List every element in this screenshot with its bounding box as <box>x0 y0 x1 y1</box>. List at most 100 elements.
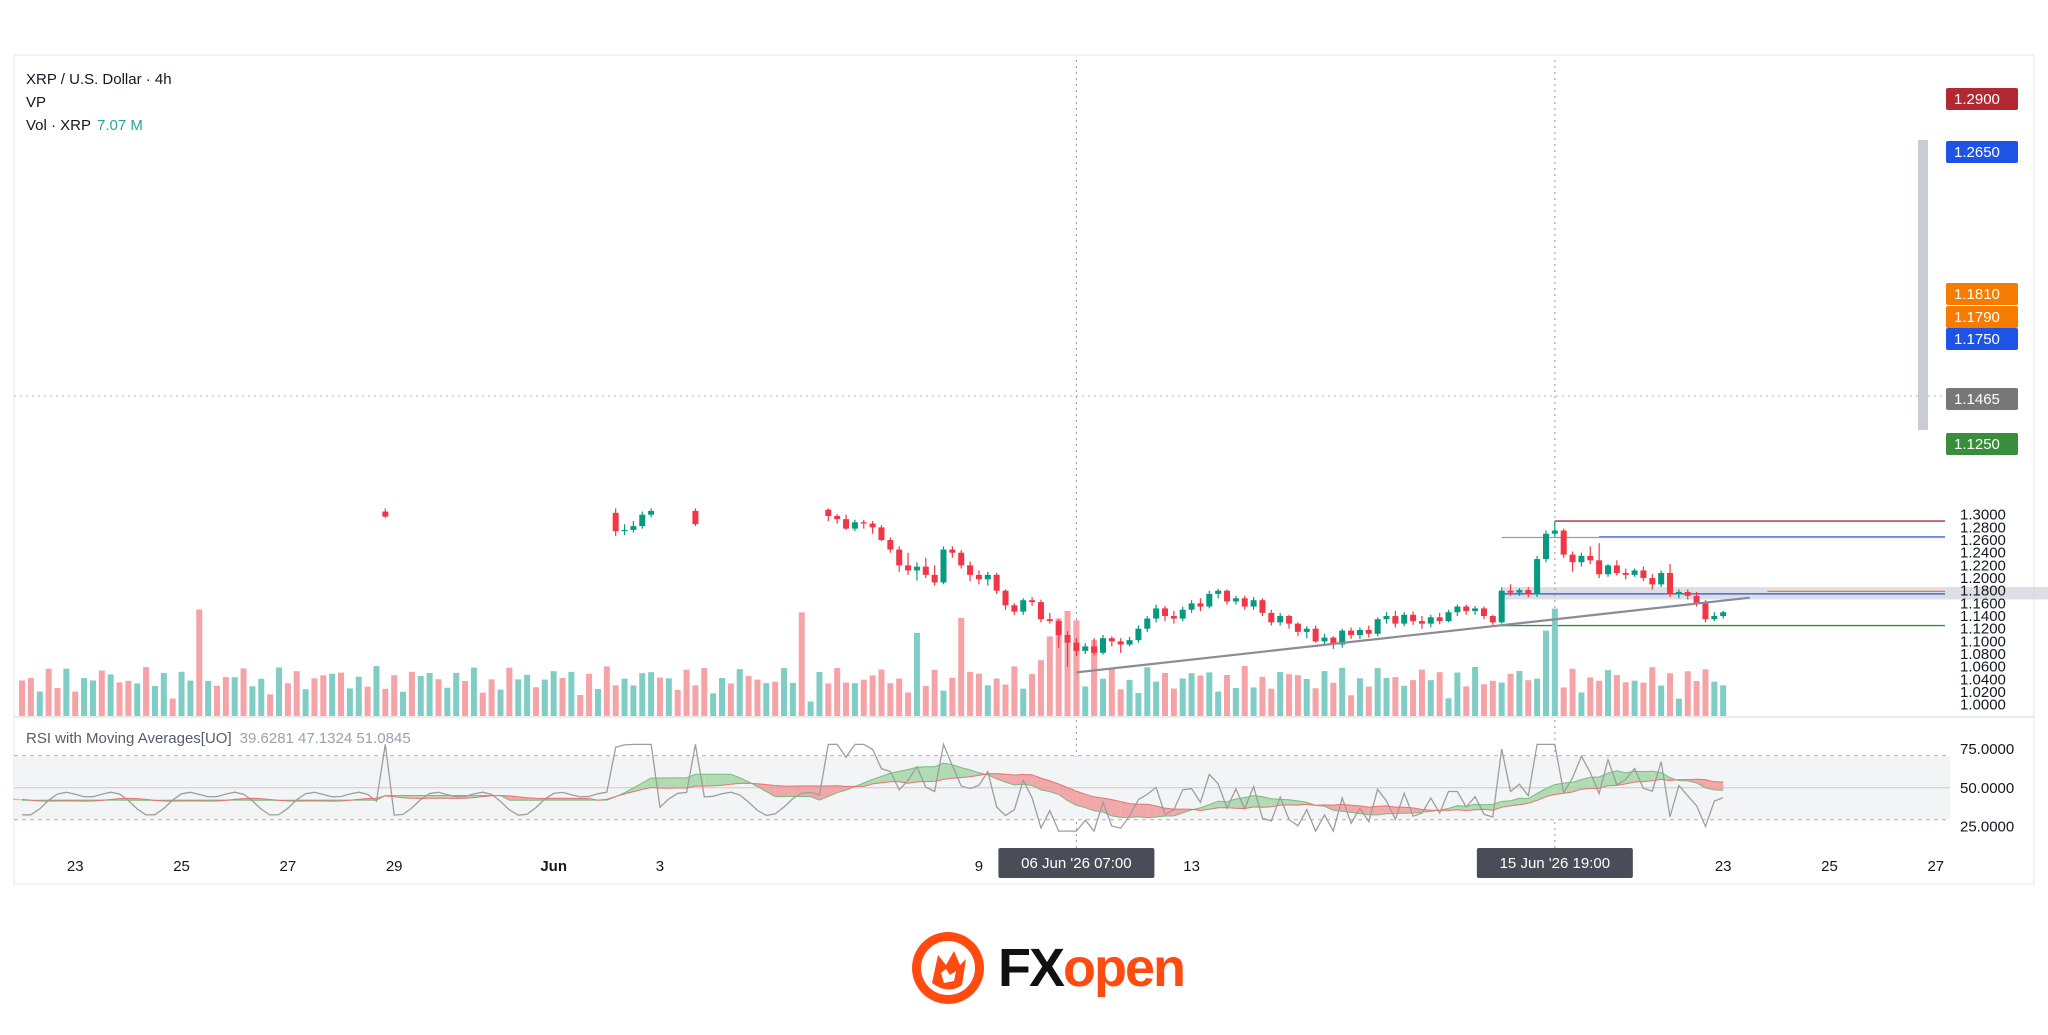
candle <box>976 570 982 584</box>
volume-bar <box>409 672 415 716</box>
volume-bar <box>303 689 309 716</box>
candle-body <box>1304 629 1310 632</box>
volume-bar <box>55 688 61 716</box>
candle-body <box>985 575 991 579</box>
volume-bar <box>1197 676 1203 716</box>
candle-body <box>1073 643 1079 651</box>
volume-bar <box>870 675 876 716</box>
candle <box>1038 600 1044 623</box>
volume-bar <box>1702 669 1708 716</box>
volume-bar <box>1384 678 1390 716</box>
volume-bar <box>923 686 929 716</box>
candle <box>941 546 947 584</box>
fxopen-logo: FXopen <box>908 925 1184 1011</box>
candle <box>949 546 955 557</box>
volume-bar <box>568 672 574 716</box>
volume-bar <box>1127 680 1133 716</box>
candle <box>1003 589 1009 609</box>
volume-bar <box>267 694 273 716</box>
candle <box>1251 597 1257 610</box>
trendline <box>1076 598 1749 673</box>
candle-body <box>878 527 884 540</box>
volume-bar <box>444 688 450 716</box>
candle <box>825 508 831 521</box>
volume-bar <box>99 670 105 716</box>
volume-bar <box>560 678 566 716</box>
volume-bar <box>81 678 87 716</box>
candle-body <box>1578 556 1584 562</box>
candle <box>1277 613 1283 626</box>
candle-body <box>1472 608 1478 611</box>
vp-indicator-label: VP <box>26 91 172 114</box>
volume-bar <box>533 687 539 716</box>
volume-bar <box>1215 692 1221 716</box>
volume-bar <box>1605 670 1611 716</box>
volume-bar <box>1570 669 1576 716</box>
candle-body <box>1162 608 1168 616</box>
volume-bar <box>1472 667 1478 716</box>
candle-body <box>1605 565 1611 574</box>
candle-body <box>1667 573 1673 595</box>
candle-body <box>1091 646 1097 652</box>
rsi-label: RSI with Moving Averages[UO] <box>26 730 232 747</box>
volume-bar <box>37 692 43 716</box>
rsi-ma-fill <box>793 786 802 797</box>
rsi-ma-fill <box>678 778 687 788</box>
time-badge: 06 Jun '26 07:00 <box>998 848 1154 878</box>
volume-bar <box>1277 672 1283 716</box>
volume-bar <box>675 690 681 716</box>
date-tick: 23 <box>67 858 84 875</box>
volume-bar <box>1047 636 1053 716</box>
volume-bar <box>710 693 716 716</box>
volume-bar <box>790 683 796 716</box>
candle <box>905 553 911 575</box>
volume-bar <box>1171 689 1177 716</box>
candle <box>1215 589 1221 598</box>
candle-body <box>1499 591 1505 623</box>
rsi-tick: 25.0000 <box>1960 819 2014 836</box>
candle <box>1224 589 1230 604</box>
candle-body <box>1543 534 1549 559</box>
crosshair-lines <box>1076 60 1554 850</box>
candle-body <box>852 522 858 528</box>
volume-bar <box>746 676 752 716</box>
candle <box>1295 622 1301 636</box>
candle-body <box>1029 600 1035 602</box>
candle-body <box>1180 610 1186 619</box>
volume-bar <box>905 692 911 716</box>
volume-bar <box>356 677 362 716</box>
rsi-ma-fill <box>1643 771 1652 781</box>
volume-bar <box>1251 687 1257 716</box>
volume-bar <box>666 678 672 716</box>
candle-body <box>1428 617 1434 623</box>
candle-body <box>1463 607 1469 611</box>
volume-bar <box>586 674 592 716</box>
candle <box>1711 612 1717 621</box>
candle <box>870 521 876 534</box>
candle-body <box>1570 555 1576 563</box>
volume-bar <box>1118 689 1124 716</box>
candle-body <box>1649 578 1655 584</box>
candle-body <box>1508 591 1514 593</box>
volume-bar <box>1543 631 1549 716</box>
rsi-ma-fill <box>775 785 784 796</box>
candle-body <box>1242 598 1248 606</box>
time-badge: 15 Jun '26 19:00 <box>1477 848 1633 878</box>
volume-bar <box>816 672 822 716</box>
volume-bar <box>1029 674 1035 716</box>
volume-bar <box>1623 682 1629 716</box>
candle <box>1189 600 1195 613</box>
volume-bar <box>763 683 769 716</box>
volume-bars <box>19 609 1726 716</box>
candle-body <box>932 575 938 583</box>
candle <box>1109 636 1115 646</box>
candle <box>1658 570 1664 586</box>
rsi-ma-fill <box>669 778 678 788</box>
rsi-ma-fill <box>944 763 953 779</box>
candle <box>1118 638 1124 653</box>
volume-bar <box>1268 689 1274 716</box>
volume-bar <box>834 668 840 716</box>
